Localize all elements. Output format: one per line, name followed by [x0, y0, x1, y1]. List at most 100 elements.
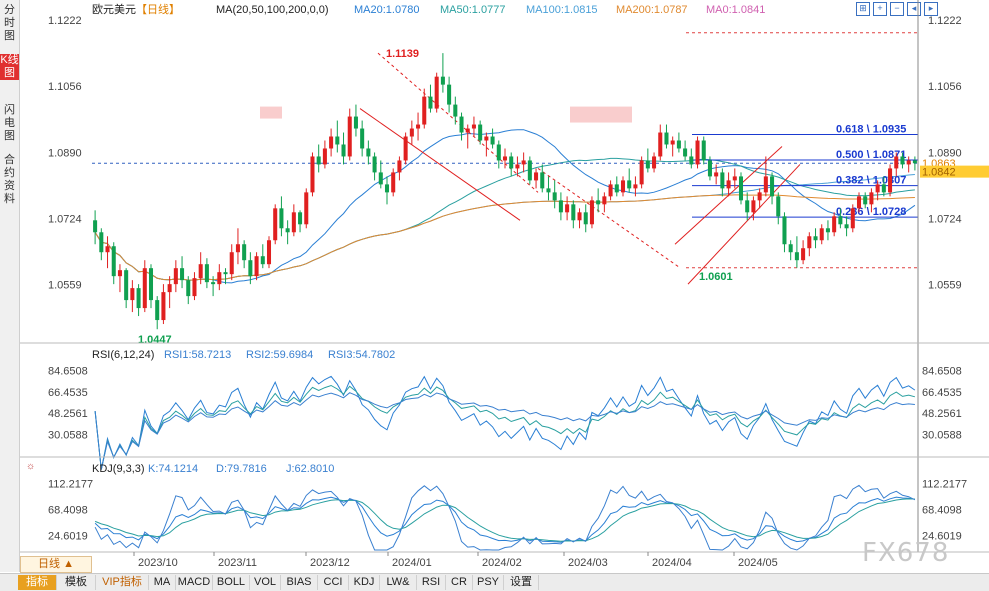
candle-body [720, 172, 725, 189]
candle-body [496, 144, 501, 161]
kdj-tick-right: 24.6019 [922, 530, 962, 542]
candle-body [254, 256, 259, 277]
candle-body [906, 160, 911, 165]
candle-body [322, 148, 327, 165]
time-tick: 2024/02 [482, 557, 522, 569]
candle-body [428, 96, 433, 109]
candle-body [807, 236, 812, 249]
time-tick: 2024/05 [738, 557, 778, 569]
candle-body [397, 160, 402, 173]
kdj-tick-right: 68.4098 [922, 505, 962, 517]
candle-body [695, 140, 700, 165]
candle-body [825, 228, 830, 233]
candle-body [335, 136, 340, 145]
candle-body [701, 140, 706, 161]
candle-body [813, 236, 818, 241]
indicator-tab[interactable]: VIP指标 [96, 575, 149, 590]
indicator-tab[interactable]: RSI [417, 575, 446, 590]
candle-body [217, 272, 222, 285]
candle-body [242, 244, 247, 261]
collapse-icon[interactable]: ▸ [924, 2, 938, 16]
candle-body [360, 128, 365, 149]
ma0-value: MA0:1.0841 [706, 4, 765, 16]
candle-body [173, 268, 178, 285]
indicator-tab[interactable]: BOLL [213, 575, 250, 590]
candle-body [111, 246, 116, 277]
indicator-tab[interactable]: 指标 [18, 575, 57, 590]
rsi-tick-right: 48.2561 [922, 408, 962, 420]
kdj-k-line [94, 496, 915, 543]
indicator-tab[interactable]: VOL [250, 575, 281, 590]
candle-body [856, 196, 862, 209]
right-price-tick: 1.1056 [928, 81, 962, 93]
left-sidebar: 分时图 K线图 闪电图 合约资料 [0, 0, 20, 572]
candle-body [192, 278, 197, 297]
candle-body [298, 212, 303, 225]
kdj-tick-left: 24.6019 [48, 530, 88, 542]
left-price-tick: 1.0890 [48, 147, 82, 159]
candle-body [589, 200, 594, 225]
ma200-line [94, 194, 915, 281]
zoom-out-icon[interactable]: − [890, 2, 904, 16]
zoom-in-icon[interactable]: + [873, 2, 887, 16]
candle-body [198, 264, 203, 279]
indicator-tab[interactable]: MA [149, 575, 176, 590]
candle-body [782, 216, 787, 245]
candle-body [366, 148, 371, 157]
candle-body [372, 156, 377, 173]
candle-body [316, 156, 321, 165]
indicator-tab[interactable]: CR [446, 575, 473, 590]
candle-body [465, 128, 470, 133]
tab-timeshare[interactable]: 分时图 [4, 4, 15, 42]
candle-body [434, 76, 439, 109]
right-price-tick: 1.0724 [928, 214, 962, 226]
candle-body [738, 176, 744, 201]
indicator-tab[interactable]: 设置 [504, 575, 539, 590]
symbol-title: 欧元美元 [92, 3, 136, 16]
candle-body [875, 184, 880, 193]
indicator-toolbar: 指标 模板 VIP指标 MA MACD BOLL VOL BIAS CCI KDJ LW& RSI CR… [0, 573, 989, 591]
indicator-tab[interactable]: PSY [473, 575, 504, 590]
kdj-j-line [94, 484, 916, 551]
indicator-tab[interactable]: KDJ [349, 575, 380, 590]
indicator-tab[interactable]: BIAS [281, 575, 318, 590]
expand-icon[interactable]: ◂ [907, 2, 921, 16]
candle-body [148, 268, 154, 301]
timeframe-selector[interactable]: 日线 ▲ [20, 556, 92, 573]
candle-body [776, 196, 781, 217]
candle-body [273, 208, 278, 241]
candle-body [639, 160, 644, 185]
rsi3-value: RSI3:54.7802 [328, 349, 395, 361]
grid-icon[interactable]: ⊞ [856, 2, 870, 16]
indicator-tab[interactable]: CCI [318, 575, 349, 590]
left-price-tick: 1.1222 [48, 15, 82, 27]
candle-body [552, 192, 557, 201]
candle-body [732, 176, 737, 181]
axes: 1.1222 1.1222 1.1056 1.1056 1.0890 1.0890 1.07… [20, 0, 989, 569]
kdj-d-line [94, 498, 915, 542]
candle-body [347, 116, 352, 157]
tab-lightning[interactable]: 闪电图 [4, 104, 15, 142]
candle-body [838, 216, 843, 225]
candle-body [794, 252, 799, 261]
tab-kline[interactable]: K线图 [0, 54, 19, 80]
fib-label: 0.618 \ 1.0935 [836, 124, 906, 136]
tab-contract-info[interactable]: 合约资料 [4, 154, 15, 205]
candle-body [223, 272, 228, 275]
time-tick: 2023/11 [218, 557, 257, 569]
indicator-tab[interactable]: MACD [176, 575, 213, 590]
rsi-line-6 [94, 375, 916, 470]
indicator-tab[interactable]: LW& [380, 575, 417, 590]
candle-body [670, 140, 675, 145]
candle-body [391, 172, 396, 193]
right-price-tick: 1.0559 [928, 280, 962, 292]
indicator-tab[interactable]: 模板 [57, 575, 96, 590]
candle-body [93, 220, 98, 233]
candle-body [353, 116, 358, 129]
kdj-title: KDJ(9,3,3) [92, 463, 145, 475]
candle-body [707, 160, 712, 177]
ma20-value: MA20:1.0780 [354, 4, 419, 16]
candle-body [608, 184, 613, 197]
candle-body [99, 232, 104, 253]
